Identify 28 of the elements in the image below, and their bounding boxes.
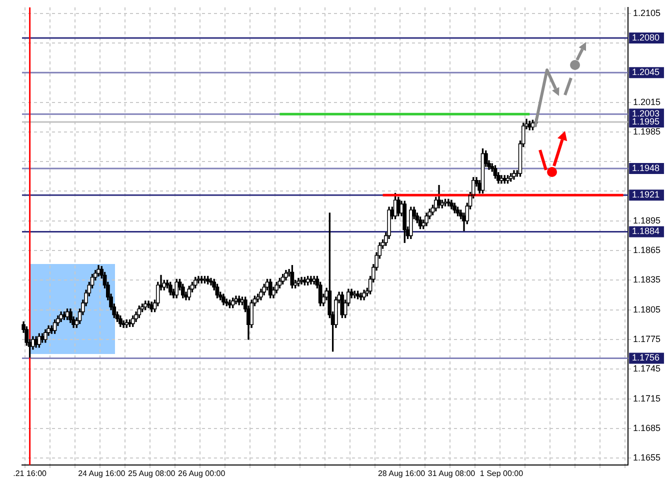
- ref-line-label: 1.1756: [632, 352, 660, 363]
- ref-line-label: 1.2003: [632, 108, 660, 119]
- x-tick-label: .21 16:00: [13, 469, 48, 478]
- y-tick-label: 1.1655: [633, 452, 661, 463]
- ref-line-label: 1.2045: [632, 67, 660, 78]
- y-tick-label: 1.1775: [633, 334, 661, 344]
- x-tick-label: 25 Aug 08:00: [128, 469, 176, 478]
- y-tick-label: 1.1865: [633, 245, 661, 256]
- y-tick-label: 1.2015: [633, 96, 661, 107]
- y-tick-label: 1.1835: [633, 274, 661, 285]
- y-tick-label: 1.1805: [633, 304, 661, 314]
- ref-line-label: 1.1921: [632, 190, 660, 200]
- x-tick-label: 26 Aug 00:00: [178, 469, 226, 478]
- y-tick-label: 1.1985: [633, 126, 661, 136]
- y-tick-label: 1.1745: [633, 364, 661, 374]
- x-tick-label: 24 Aug 16:00: [78, 469, 126, 478]
- ref-line-label: 1.1995: [632, 116, 660, 127]
- y-tick-label: 1.2105: [633, 8, 661, 18]
- x-tick-label: 31 Aug 08:00: [428, 469, 476, 478]
- y-tick-label: 1.1685: [633, 422, 661, 433]
- candlestick: [359, 292, 363, 300]
- y-tick-label: 1.1715: [633, 393, 661, 404]
- ref-line-label: 1.1948: [632, 162, 660, 173]
- y-tick-label: 1.1895: [633, 215, 661, 226]
- ref-line-label: 1.2080: [632, 32, 660, 43]
- x-tick-label: 1 Sep 00:00: [480, 469, 524, 478]
- ref-line-label: 1.1884: [632, 226, 660, 236]
- x-tick-label: 28 Aug 16:00: [378, 469, 426, 478]
